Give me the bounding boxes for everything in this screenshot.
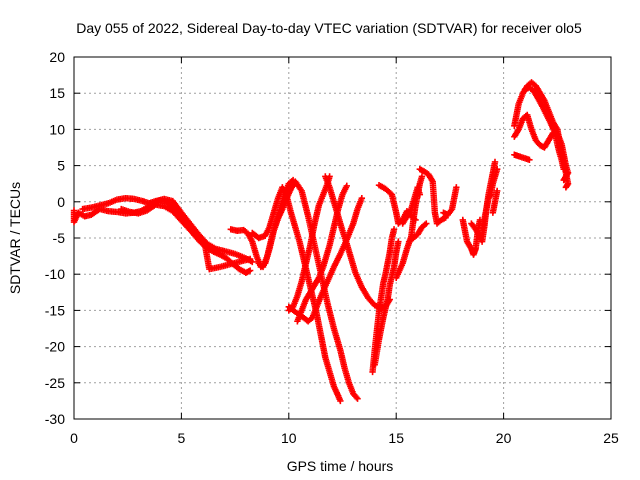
data-point <box>493 166 501 173</box>
data-series <box>440 184 460 219</box>
data-point <box>358 194 366 202</box>
y-axis-label: SDTVAR / TECUs <box>7 182 23 294</box>
data-series <box>255 176 297 271</box>
y-tick-label: -25 <box>45 375 65 391</box>
data-series <box>478 166 501 234</box>
x-tick-label: 25 <box>603 430 619 446</box>
data-point <box>337 397 344 405</box>
x-tick-label: 5 <box>178 430 186 446</box>
data-point <box>423 220 430 227</box>
y-tick-label: -30 <box>45 411 65 427</box>
data-point <box>353 394 360 401</box>
data-point <box>493 187 501 195</box>
data-point <box>560 166 567 173</box>
x-tick-label: 0 <box>70 430 78 446</box>
data-point <box>289 176 297 184</box>
data-series <box>511 79 572 191</box>
x-tick-label: 15 <box>388 430 404 446</box>
y-tick-label: 15 <box>49 85 65 101</box>
x-tick-labels: 0 5 10 15 20 25 <box>70 430 619 446</box>
x-tick-label: 20 <box>496 430 512 446</box>
grid-lines <box>74 57 611 419</box>
y-tick-labels: -30 -25 -20 -15 -10 -5 0 5 10 15 20 <box>45 49 65 427</box>
data-series <box>371 238 402 368</box>
data-point <box>246 267 254 274</box>
y-tick-label: 0 <box>57 194 65 210</box>
data-point <box>526 156 533 164</box>
data-series <box>399 184 424 227</box>
y-tick-label: -10 <box>45 266 65 282</box>
data-series <box>405 220 430 245</box>
x-tick-label: 10 <box>281 430 297 446</box>
data-point <box>354 395 361 402</box>
data-series <box>118 201 254 273</box>
data-point <box>246 255 254 263</box>
data-point <box>418 173 426 180</box>
data-point <box>562 184 570 191</box>
data-point <box>560 176 567 184</box>
y-tick-label: 10 <box>49 121 65 137</box>
data-series <box>511 151 533 164</box>
data-point <box>416 191 424 198</box>
data-series <box>285 194 366 325</box>
data-series <box>416 166 449 227</box>
y-tick-label: 20 <box>49 49 65 65</box>
data-point <box>395 238 402 245</box>
data-point <box>491 158 499 166</box>
data-series <box>489 187 501 216</box>
data-point <box>390 226 398 233</box>
data-point <box>343 182 350 190</box>
chart-title: Day 055 of 2022, Sidereal Day-to-day VTE… <box>76 20 582 36</box>
data-series <box>521 84 567 173</box>
axis-ticks <box>73 56 612 420</box>
x-axis-label: GPS time / hours <box>287 458 394 474</box>
y-tick-label: 5 <box>57 158 65 174</box>
y-tick-label: -20 <box>45 339 65 355</box>
data-points <box>70 79 572 405</box>
y-tick-label: -5 <box>53 230 66 246</box>
y-tick-label: -15 <box>45 302 65 318</box>
data-series <box>511 111 572 184</box>
data-point <box>453 184 460 191</box>
data-series <box>227 178 361 402</box>
